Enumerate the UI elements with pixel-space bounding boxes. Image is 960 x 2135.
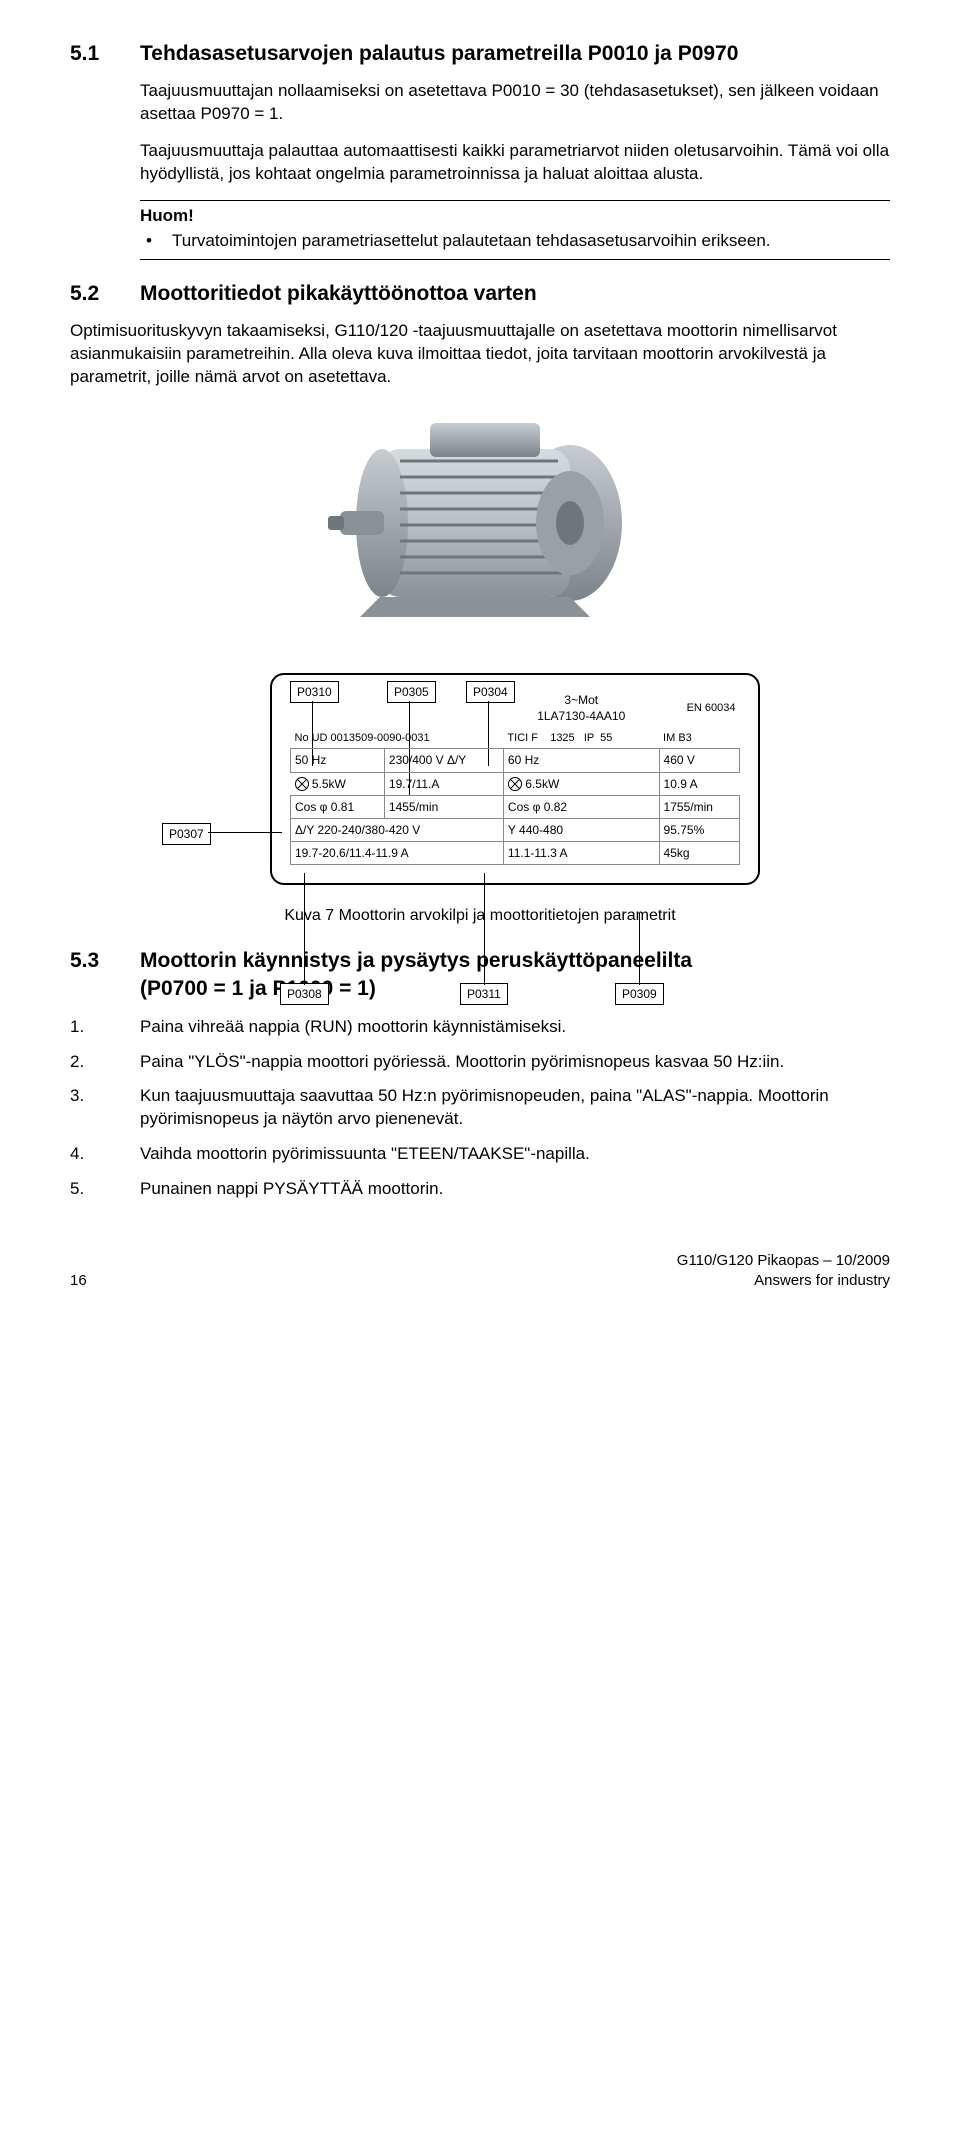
section-title: Moottoritiedot pikakäyttöönottoa varten (140, 280, 537, 308)
cell-197-206: 19.7-20.6/11.4-11.9 A (291, 842, 504, 865)
cell-cos081: Cos φ 0.81 (291, 795, 385, 818)
list-item: 1.Paina vihreää nappia (RUN) moottorin k… (70, 1016, 890, 1039)
plate-mot-line2: 1LA7130-4AA10 (507, 708, 655, 724)
section-number: 5.2 (70, 280, 140, 308)
cell-111-113: 11.1-11.3 A (503, 842, 659, 865)
cell-1755: 1755/min (659, 795, 739, 818)
cell-50hz: 50 Hz (291, 749, 385, 772)
cell-197-11a: 19.7/11.A (384, 772, 503, 795)
section-number: 5.3 (70, 947, 140, 1004)
cell-cos082: Cos φ 0.82 (503, 795, 659, 818)
section-5-2-para-1: Optimisuorituskyvyn takaamiseksi, G110/1… (70, 320, 890, 389)
note-block: Huom! • Turvatoimintojen parametriasette… (140, 200, 890, 260)
list-text: Kun taajuusmuuttaja saavuttaa 50 Hz:n py… (140, 1085, 890, 1131)
cross-icon (508, 777, 522, 791)
tag-p0308: P0308 (280, 983, 329, 1005)
cell-230-400: 230/400 V Δ/Υ (384, 749, 503, 772)
figure-caption: Kuva 7 Moottorin arvokilpi ja moottoriti… (70, 905, 890, 927)
list-number: 2. (70, 1051, 140, 1074)
leader-line (304, 873, 305, 985)
cell-55kw: 5.5kW (312, 777, 346, 791)
plate-imb3: IM B3 (659, 728, 739, 749)
section-title-line1: Moottorin käynnistys ja pysäytys peruskä… (140, 947, 692, 975)
section-5-1-para-1: Taajuusmuuttajan nollaamiseksi on asetet… (140, 80, 890, 126)
list-item: 2.Paina "YLÖS"-nappia moottori pyöriessä… (70, 1051, 890, 1074)
footer-doc-title: G110/G120 Pikaopas – 10/2009 (677, 1251, 890, 1271)
note-text: Turvatoimintojen parametriasettelut pala… (172, 230, 890, 253)
leader-line (484, 873, 485, 985)
list-item: 4.Vaihda moottorin pyörimissuunta "ETEEN… (70, 1143, 890, 1166)
cell-109a: 10.9 A (659, 772, 739, 795)
cell-dy-220-240: Δ/Υ 220-240/380-420 V (291, 818, 504, 841)
cell-45kg: 45kg (659, 842, 739, 865)
list-number: 5. (70, 1178, 140, 1201)
list-number: 3. (70, 1085, 140, 1131)
section-5-1-heading: 5.1 Tehdasasetusarvojen palautus paramet… (70, 40, 890, 68)
list-text: Paina vihreää nappia (RUN) moottorin käy… (140, 1016, 890, 1039)
plate-tici: TICI F 1325 IP 55 (503, 728, 659, 749)
numbered-list: 1.Paina vihreää nappia (RUN) moottorin k… (70, 1016, 890, 1202)
page-footer: 16 G110/G120 Pikaopas – 10/2009 Answers … (70, 1251, 890, 1292)
cell-1455: 1455/min (384, 795, 503, 818)
note-bullet: • Turvatoimintojen parametriasettelut pa… (140, 230, 890, 253)
cell-65kw: 6.5kW (525, 777, 559, 791)
section-number: 5.1 (70, 40, 140, 68)
cell-60hz: 60 Hz (503, 749, 659, 772)
cross-icon (295, 777, 309, 791)
bullet-icon: • (140, 230, 172, 253)
plate-header-left (291, 689, 504, 727)
list-text: Punainen nappi PYSÄYTTÄÄ moottorin. (140, 1178, 890, 1201)
section-5-1-para-2: Taajuusmuuttaja palauttaa automaattisest… (140, 140, 890, 186)
note-label: Huom! (140, 205, 890, 228)
nameplate: 3~Mot 1LA7130-4AA10 EN 60034 No UD 00135… (270, 673, 760, 885)
motor-icon (310, 403, 650, 633)
list-text: Paina "YLÖS"-nappia moottori pyöriessä. … (140, 1051, 890, 1074)
list-number: 1. (70, 1016, 140, 1039)
tag-p0309: P0309 (615, 983, 664, 1005)
nameplate-table: 3~Mot 1LA7130-4AA10 EN 60034 No UD 00135… (290, 689, 740, 865)
footer-tagline: Answers for industry (677, 1271, 890, 1291)
section-5-2-heading: 5.2 Moottoritiedot pikakäyttöönottoa var… (70, 280, 890, 308)
section-title: Tehdasasetusarvojen palautus parametreil… (140, 40, 738, 68)
cell-y440: Υ 440-480 (503, 818, 659, 841)
cell-460v: 460 V (659, 749, 739, 772)
plate-header-mid: 3~Mot 1LA7130-4AA10 (503, 689, 659, 727)
tag-p0311: P0311 (460, 983, 508, 1005)
list-item: 5.Punainen nappi PYSÄYTTÄÄ moottorin. (70, 1178, 890, 1201)
list-number: 4. (70, 1143, 140, 1166)
plate-header-right: EN 60034 (659, 689, 739, 727)
page-number: 16 (70, 1271, 87, 1291)
list-item: 3.Kun taajuusmuuttaja saavuttaa 50 Hz:n … (70, 1085, 890, 1131)
cell-9575: 95.75% (659, 818, 739, 841)
plate-no-ud: No UD 0013509-0090-0031 (291, 728, 504, 749)
list-text: Vaihda moottorin pyörimissuunta "ETEEN/T… (140, 1143, 890, 1166)
tag-p0307: P0307 (162, 823, 211, 845)
motor-image (310, 403, 650, 633)
leader-line (639, 913, 640, 985)
nameplate-diagram: P0310 P0305 P0304 P0307 P0308 P0311 P030… (140, 673, 820, 885)
plate-mot-line1: 3~Mot (507, 692, 655, 708)
section-title-line2: (P0700 = 1 ja P1000 = 1) (140, 975, 692, 1003)
